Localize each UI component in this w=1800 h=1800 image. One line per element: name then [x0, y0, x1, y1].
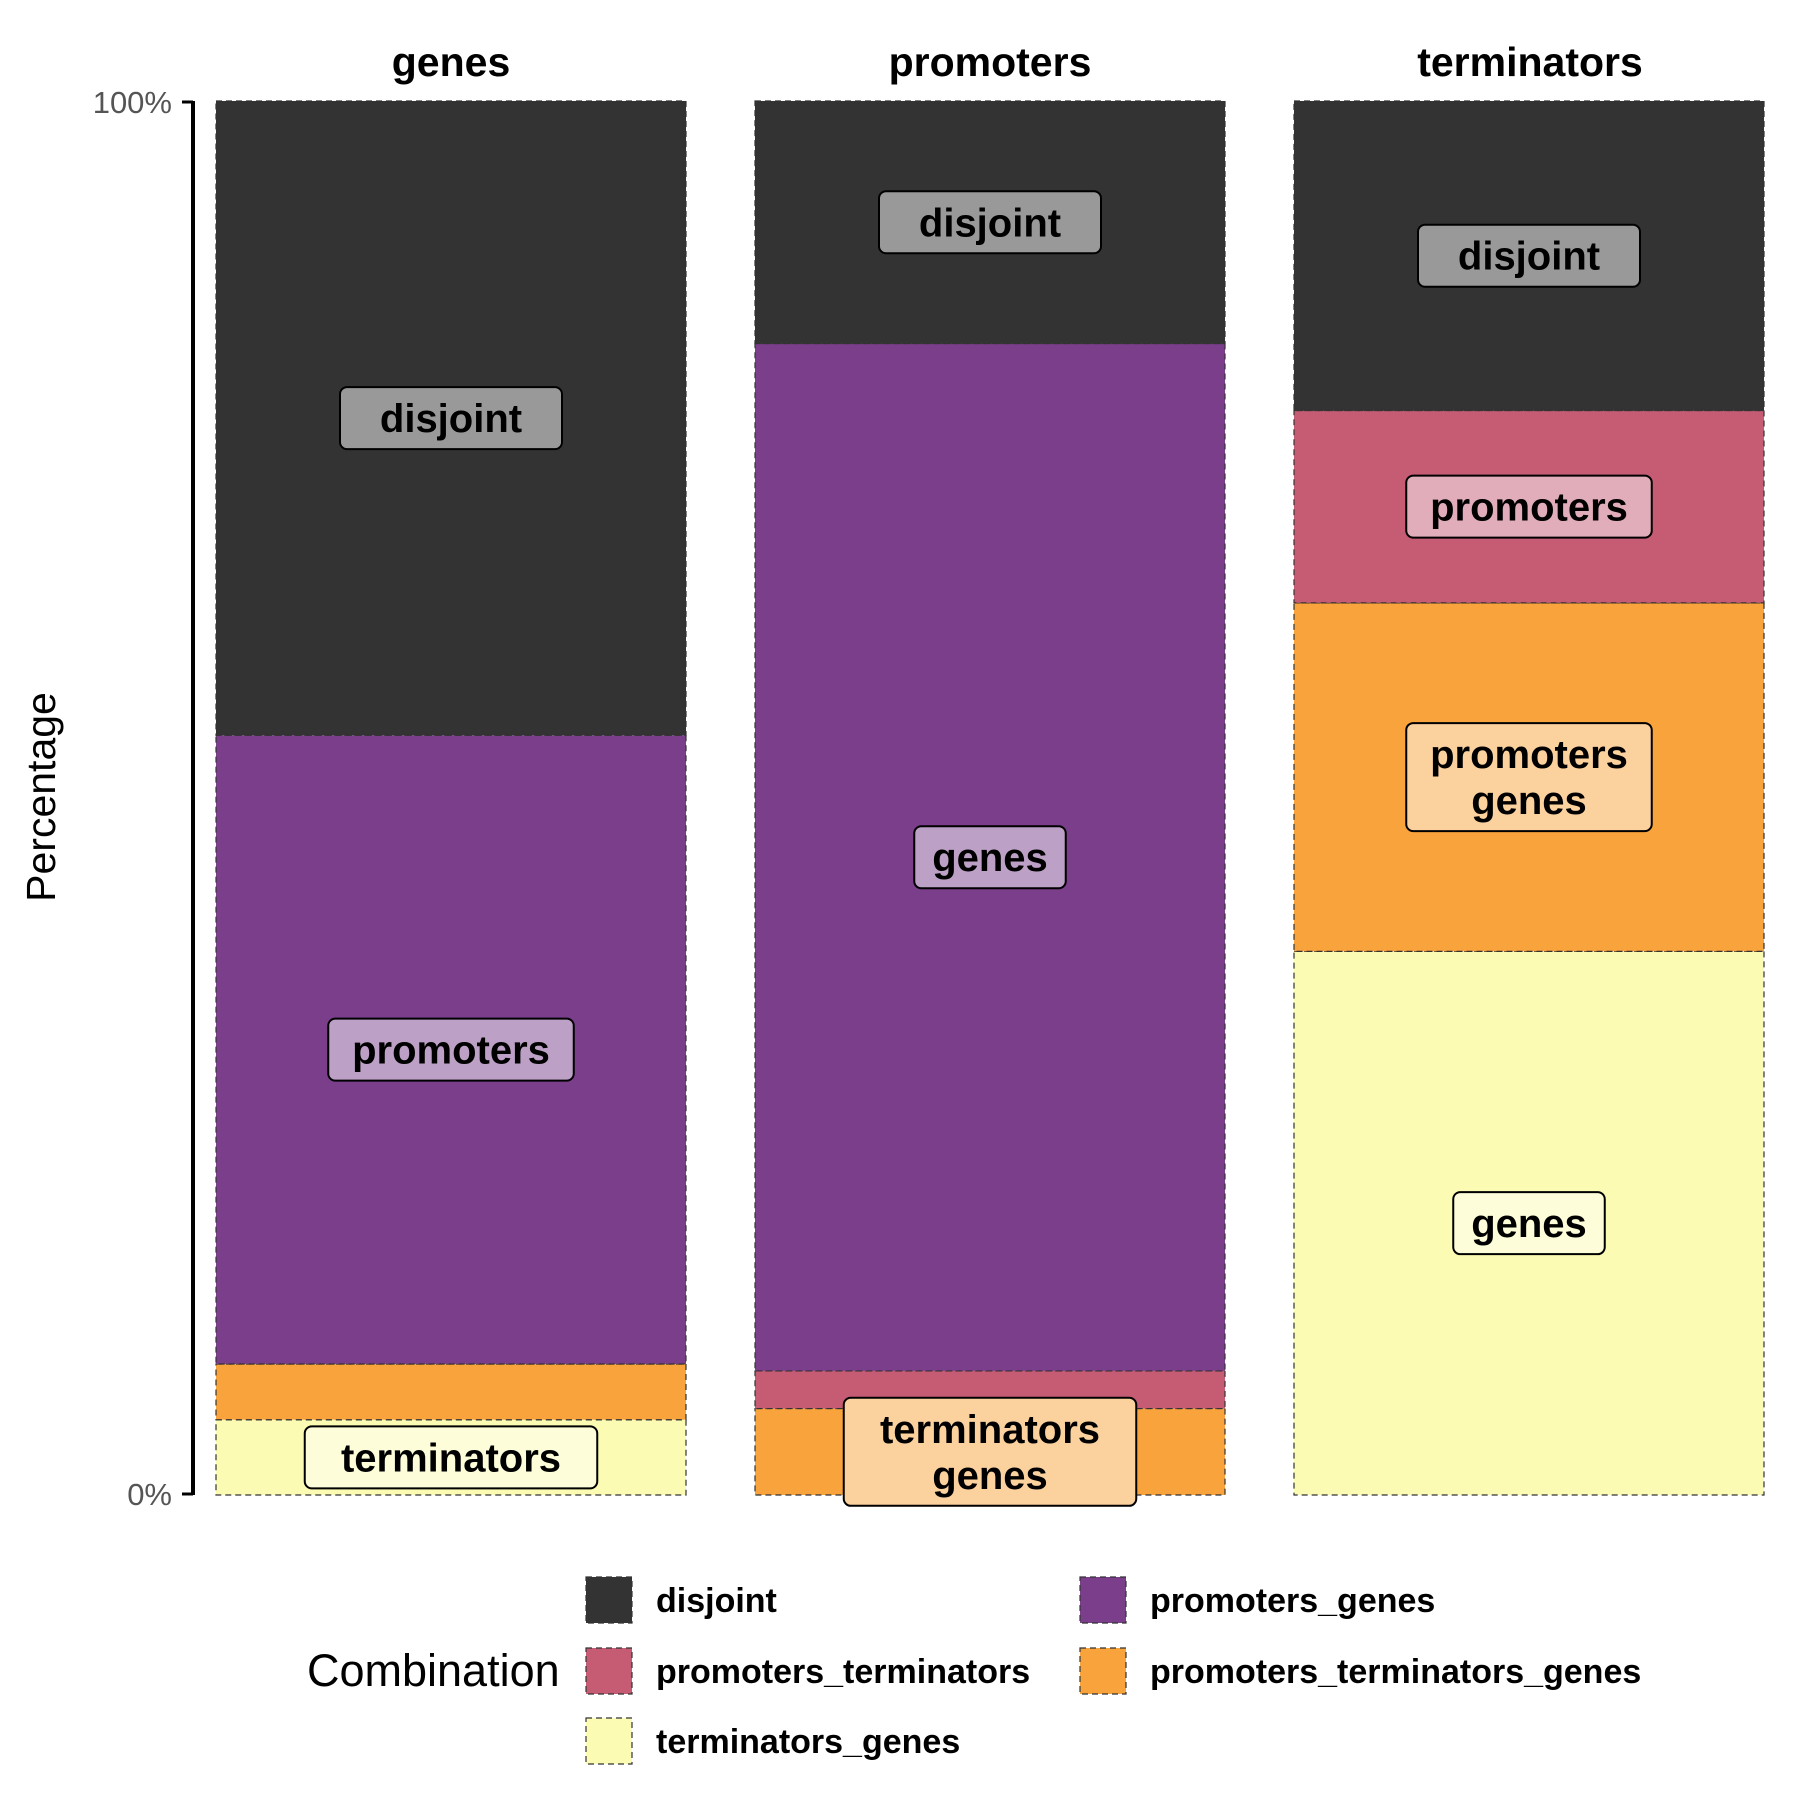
bar-label-genes-promoters_genes: promoters: [327, 1017, 575, 1082]
bar-label-text: genes: [932, 1454, 1048, 1498]
legend-item-promoters_terminators: promoters_terminators: [585, 1647, 1030, 1695]
bar-label-text: terminators: [880, 1408, 1100, 1452]
bar-label-text: promoters: [352, 1029, 550, 1073]
bar-label-text: promoters: [1430, 733, 1628, 777]
legend-item-promoters_genes: promoters_genes: [1079, 1576, 1435, 1624]
bar-label-box: [327, 1017, 575, 1082]
bar-label-genes-terminators_genes: terminators: [303, 1425, 599, 1490]
bar-label-promoters-promoters_genes: genes: [913, 825, 1067, 890]
legend-label-disjoint: disjoint: [656, 1582, 777, 1620]
bar-label-box: [1405, 722, 1653, 833]
facet-titles: genes promoters terminators: [392, 39, 1643, 85]
bar-label-text: terminators: [341, 1436, 561, 1480]
bar-label-box: [1417, 223, 1641, 288]
legend-key-disjoint: [585, 1576, 633, 1624]
y-axis: 100% 0% Percentage: [18, 85, 195, 1512]
legend-key-promoters_terminators_genes: [1079, 1647, 1127, 1695]
bar-label-box: [913, 825, 1067, 890]
legend-label-promoters_genes: promoters_genes: [1150, 1582, 1435, 1620]
legend-label-promoters_terminators_genes: promoters_terminators_genes: [1150, 1653, 1641, 1691]
bar-label-text: promoters: [1430, 486, 1628, 530]
legend-key-promoters_genes: [1079, 1576, 1127, 1624]
legend-title: Combination: [307, 1645, 560, 1696]
bar-label-text: genes: [932, 836, 1048, 880]
facet-title-terminators: terminators: [1417, 39, 1643, 85]
facet-title-genes: genes: [392, 39, 511, 85]
bar-label-box: [878, 190, 1102, 255]
bar-label-text: disjoint: [380, 397, 522, 441]
legend-item-terminators_genes: terminators_genes: [585, 1717, 960, 1765]
bar-labels: terminatorspromotersdisjointterminatorsg…: [303, 190, 1653, 1507]
bar-label-box: [339, 386, 563, 451]
y-tick-label-100: 100%: [93, 85, 172, 120]
legend-key-promoters_terminators: [585, 1647, 633, 1695]
bar-segment-genes-promoters_terminators_genes: [215, 1363, 687, 1421]
bar-label-promoters-disjoint: disjoint: [878, 190, 1102, 255]
bar-label-box: [842, 1396, 1138, 1507]
y-tick-label-0: 0%: [127, 1477, 172, 1512]
bar-label-box: [1405, 474, 1653, 539]
bar-label-genes-disjoint: disjoint: [339, 386, 563, 451]
legend-item-promoters_terminators_genes: promoters_terminators_genes: [1079, 1647, 1641, 1695]
facet-title-promoters: promoters: [889, 39, 1092, 85]
legend-items: disjoint promoters_genes promoters_termina…: [585, 1576, 1641, 1765]
y-axis-title: Percentage: [18, 692, 64, 902]
bar-label-text: genes: [1471, 779, 1587, 823]
legend-key-terminators_genes: [585, 1717, 633, 1765]
bar-label-text: disjoint: [919, 201, 1061, 245]
legend-label-promoters_terminators: promoters_terminators: [656, 1653, 1030, 1691]
bar-label-text: genes: [1471, 1202, 1587, 1246]
bar-label-terminators-promoters_terminators: promoters: [1405, 474, 1653, 539]
legend: Combination disjoint promoters_genespromo…: [307, 1576, 1641, 1765]
legend-label-terminators_genes: terminators_genes: [656, 1723, 960, 1761]
bar-label-terminators-disjoint: disjoint: [1417, 223, 1641, 288]
legend-item-disjoint: disjoint: [585, 1576, 777, 1624]
bar-label-box: [1452, 1191, 1606, 1256]
bar-label-terminators-terminators_genes: genes: [1452, 1191, 1606, 1256]
bar-label-box: [303, 1425, 599, 1490]
bar-label-text: disjoint: [1458, 235, 1600, 279]
